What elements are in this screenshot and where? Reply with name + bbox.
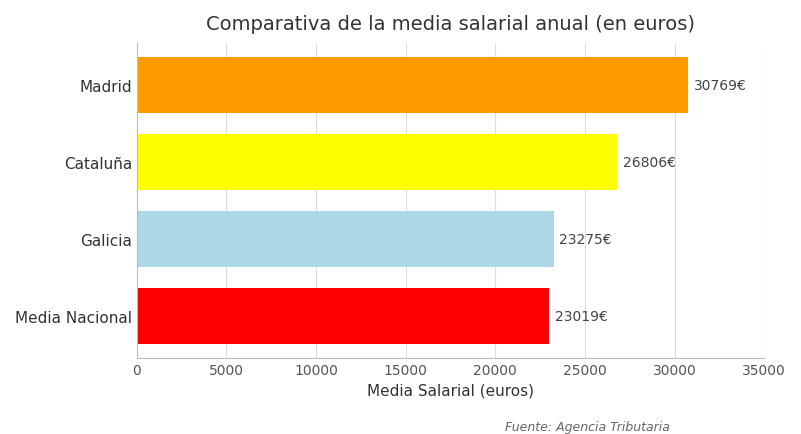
Bar <box>137 212 554 267</box>
X-axis label: Media Salarial (euros): Media Salarial (euros) <box>367 382 534 398</box>
Bar <box>137 58 688 113</box>
Bar <box>137 289 549 344</box>
Title: Comparativa de la media salarial anual (en euros): Comparativa de la media salarial anual (… <box>206 15 695 34</box>
Text: 30769€: 30769€ <box>694 79 747 93</box>
Text: 26806€: 26806€ <box>622 155 675 170</box>
Text: 23019€: 23019€ <box>555 309 607 323</box>
Text: 23275€: 23275€ <box>559 232 612 246</box>
Text: Fuente: Agencia Tributaria: Fuente: Agencia Tributaria <box>505 420 670 433</box>
Bar <box>137 135 618 190</box>
